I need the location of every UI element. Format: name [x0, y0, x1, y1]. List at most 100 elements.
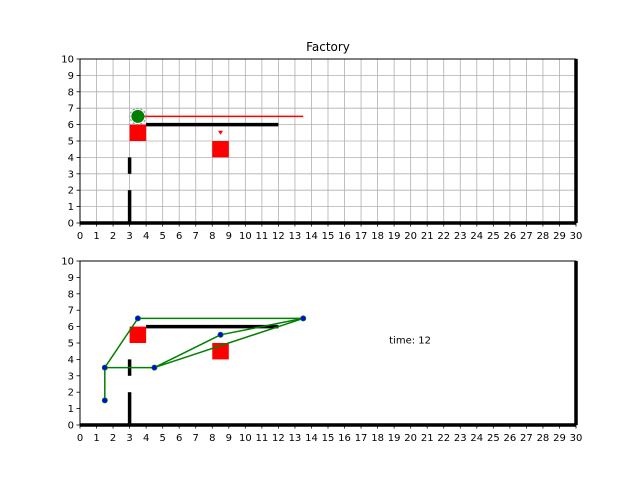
y-tick-label: 5 — [68, 137, 74, 148]
x-tick-label: 1 — [93, 433, 99, 444]
graph-edge — [154, 334, 221, 369]
y-tick-label: 4 — [68, 355, 74, 366]
graph-edge — [220, 317, 304, 336]
x-tick-label: 11 — [255, 433, 268, 444]
x-tick-label: 29 — [553, 433, 566, 444]
x-tick-label: 14 — [305, 433, 318, 444]
y-tick-label: 2 — [68, 186, 74, 197]
x-tick-label: 24 — [470, 231, 483, 242]
x-tick-label: 26 — [503, 231, 516, 242]
x-tick-label: 19 — [388, 433, 401, 444]
time-annotation: time: 12 — [389, 336, 431, 347]
x-tick-label: 6 — [176, 231, 182, 242]
x-tick-label: 27 — [520, 231, 533, 242]
x-tick-label: 21 — [421, 231, 434, 242]
y-tick-label: 0 — [68, 219, 74, 230]
x-tick-label: 8 — [209, 433, 215, 444]
x-tick-label: 17 — [355, 433, 368, 444]
obstacle-square — [129, 124, 147, 141]
y-tick-label: 0 — [68, 421, 74, 432]
y-tick-label: 2 — [68, 388, 74, 399]
obstacle-square — [129, 326, 147, 343]
x-tick-label: 25 — [487, 433, 500, 444]
y-tick-label: 6 — [68, 120, 74, 131]
x-tick-label: 5 — [159, 433, 165, 444]
graph-node — [151, 364, 158, 371]
x-tick-label: 4 — [143, 231, 149, 242]
y-tick-label: 3 — [68, 169, 74, 180]
x-tick-label: 0 — [77, 433, 83, 444]
y-tick-label: 5 — [68, 339, 74, 350]
x-tick-label: 23 — [454, 231, 467, 242]
plot-bottom: 0 1 2 3 4 5 6 7 8 9 10 11 12 13 14 15 16 17 18 19 20 21 22 23 24… — [61, 257, 582, 445]
y-tick-label: 3 — [68, 371, 74, 382]
x-tick-label: 1 — [93, 231, 99, 242]
x-tick-label: 28 — [537, 231, 550, 242]
x-tick-label: 18 — [371, 231, 384, 242]
graph-edge — [104, 317, 139, 369]
x-tick-label: 13 — [289, 231, 302, 242]
graph-node — [300, 315, 307, 322]
x-tick-label: 20 — [404, 433, 417, 444]
x-tick-label: 18 — [371, 433, 384, 444]
x-tick-label: 7 — [193, 231, 199, 242]
plot-top: 0 1 2 3 4 5 6 7 8 9 10 11 12 13 14 15 16 17 18 19 20 21 22 23 24… — [61, 55, 582, 243]
y-tick-label: 1 — [68, 404, 74, 415]
graph-node — [101, 364, 108, 371]
x-tick-label: 26 — [503, 433, 516, 444]
x-tick-label: 28 — [537, 433, 550, 444]
y-tick-label: 6 — [68, 322, 74, 333]
x-tick-label: 22 — [437, 433, 450, 444]
y-tick-label: 8 — [68, 87, 74, 98]
x-tick-label: 16 — [338, 433, 351, 444]
robot — [131, 109, 145, 123]
x-tick-label: 9 — [226, 433, 232, 444]
x-tick-label: 21 — [421, 433, 434, 444]
y-tick-label: 1 — [68, 202, 74, 213]
x-tick-label: 16 — [338, 231, 351, 242]
y-tick-label: 7 — [68, 306, 74, 317]
obstacle-square — [212, 141, 229, 158]
x-tick-label: 29 — [553, 231, 566, 242]
x-tick-label: 8 — [209, 231, 215, 242]
x-tick-label: 4 — [143, 433, 149, 444]
y-tick-label: 4 — [68, 153, 74, 164]
x-tick-label: 0 — [77, 231, 83, 242]
y-tick-label: 7 — [68, 104, 74, 115]
x-tick-label: 17 — [355, 231, 368, 242]
x-tick-label: 12 — [272, 231, 285, 242]
x-tick-label: 27 — [520, 433, 533, 444]
x-tick-label: 13 — [289, 433, 302, 444]
x-tick-label: 30 — [570, 231, 583, 242]
target-marker — [218, 130, 224, 135]
graph-node — [101, 397, 108, 404]
x-tick-label: 23 — [454, 433, 467, 444]
axes-frame — [79, 260, 577, 426]
x-tick-label: 10 — [239, 231, 252, 242]
x-tick-label: 22 — [437, 231, 450, 242]
x-tick-label: 24 — [470, 433, 483, 444]
x-tick-label: 3 — [126, 231, 132, 242]
x-tick-label: 11 — [255, 231, 268, 242]
y-tick-label: 10 — [61, 257, 74, 268]
x-tick-label: 10 — [239, 433, 252, 444]
chart-title: Factory — [306, 40, 350, 54]
y-tick-label: 9 — [68, 71, 74, 82]
x-tick-label: 25 — [487, 231, 500, 242]
graph-edge — [154, 317, 304, 369]
x-tick-label: 5 — [159, 231, 165, 242]
robot-outline — [129, 107, 147, 125]
y-tick-label: 8 — [68, 289, 74, 300]
graph-node — [134, 315, 141, 322]
x-tick-label: 6 — [176, 433, 182, 444]
x-tick-label: 3 — [126, 433, 132, 444]
x-tick-label: 15 — [322, 433, 335, 444]
x-tick-label: 7 — [193, 433, 199, 444]
x-tick-label: 15 — [322, 231, 335, 242]
x-tick-label: 30 — [570, 433, 583, 444]
x-tick-label: 2 — [110, 231, 116, 242]
x-tick-label: 20 — [404, 231, 417, 242]
y-tick-label: 10 — [61, 55, 74, 66]
y-tick-label: 9 — [68, 273, 74, 284]
